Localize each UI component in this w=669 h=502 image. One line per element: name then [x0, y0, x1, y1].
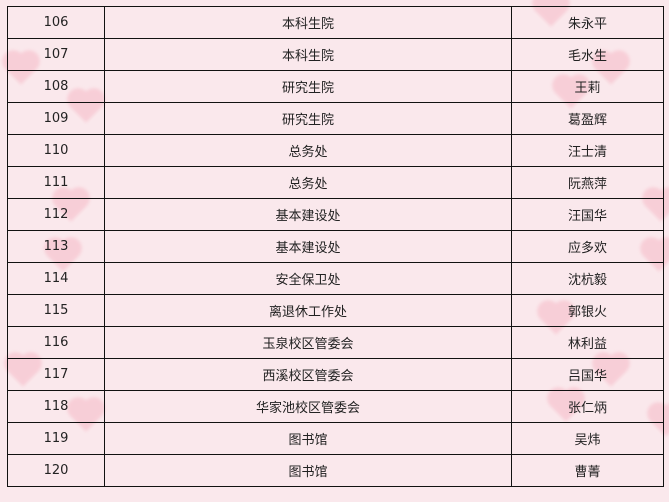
name-cell: 曹菁 — [511, 454, 664, 487]
name-cell: 沈杭毅 — [511, 262, 664, 295]
row-number: 116 — [7, 326, 105, 359]
department-cell: 图书馆 — [104, 422, 512, 455]
name-cell: 朱永平 — [511, 6, 664, 39]
name-cell: 郭银火 — [511, 294, 664, 327]
table-row: 118 华家池校区管委会 张仁炳 — [7, 390, 664, 423]
row-number: 110 — [7, 134, 105, 167]
department-cell: 研究生院 — [104, 102, 512, 135]
row-number: 117 — [7, 358, 105, 391]
name-cell: 吴炜 — [511, 422, 664, 455]
row-number: 107 — [7, 38, 105, 71]
table-row: 119 图书馆 吴炜 — [7, 422, 664, 455]
name-cell: 葛盈辉 — [511, 102, 664, 135]
table-row: 120 图书馆 曹菁 — [7, 454, 664, 487]
department-cell: 华家池校区管委会 — [104, 390, 512, 423]
name-cell: 汪士清 — [511, 134, 664, 167]
department-cell: 安全保卫处 — [104, 262, 512, 295]
table-row: 108 研究生院 王莉 — [7, 70, 664, 103]
table-row: 106 本科生院 朱永平 — [7, 6, 664, 39]
table-row: 114 安全保卫处 沈杭毅 — [7, 262, 664, 295]
name-cell: 应多欢 — [511, 230, 664, 263]
department-cell: 西溪校区管委会 — [104, 358, 512, 391]
row-number: 115 — [7, 294, 105, 327]
staff-table: 106 本科生院 朱永平 107 本科生院 毛水生 108 研究生院 王莉 109 研究生院 葛盈辉 1… — [7, 6, 664, 487]
department-cell: 离退休工作处 — [104, 294, 512, 327]
department-cell: 基本建设处 — [104, 230, 512, 263]
name-cell: 林利益 — [511, 326, 664, 359]
row-number: 112 — [7, 198, 105, 231]
row-number: 106 — [7, 6, 105, 39]
row-number: 108 — [7, 70, 105, 103]
department-cell: 研究生院 — [104, 70, 512, 103]
row-number: 114 — [7, 262, 105, 295]
table-row: 111 总务处 阮燕萍 — [7, 166, 664, 199]
table-row: 110 总务处 汪士清 — [7, 134, 664, 167]
table-row: 109 研究生院 葛盈辉 — [7, 102, 664, 135]
row-number: 119 — [7, 422, 105, 455]
table-row: 115 离退休工作处 郭银火 — [7, 294, 664, 327]
name-cell: 阮燕萍 — [511, 166, 664, 199]
name-cell: 张仁炳 — [511, 390, 664, 423]
table-row: 116 玉泉校区管委会 林利益 — [7, 326, 664, 359]
department-cell: 玉泉校区管委会 — [104, 326, 512, 359]
department-cell: 图书馆 — [104, 454, 512, 487]
row-number: 111 — [7, 166, 105, 199]
table-row: 113 基本建设处 应多欢 — [7, 230, 664, 263]
name-cell: 毛水生 — [511, 38, 664, 71]
name-cell: 吕国华 — [511, 358, 664, 391]
department-cell: 本科生院 — [104, 6, 512, 39]
row-number: 113 — [7, 230, 105, 263]
department-cell: 总务处 — [104, 166, 512, 199]
department-cell: 总务处 — [104, 134, 512, 167]
row-number: 118 — [7, 390, 105, 423]
department-cell: 本科生院 — [104, 38, 512, 71]
row-number: 109 — [7, 102, 105, 135]
table-row: 112 基本建设处 汪国华 — [7, 198, 664, 231]
table-row: 107 本科生院 毛水生 — [7, 38, 664, 71]
name-cell: 汪国华 — [511, 198, 664, 231]
row-number: 120 — [7, 454, 105, 487]
name-cell: 王莉 — [511, 70, 664, 103]
table-row: 117 西溪校区管委会 吕国华 — [7, 358, 664, 391]
department-cell: 基本建设处 — [104, 198, 512, 231]
